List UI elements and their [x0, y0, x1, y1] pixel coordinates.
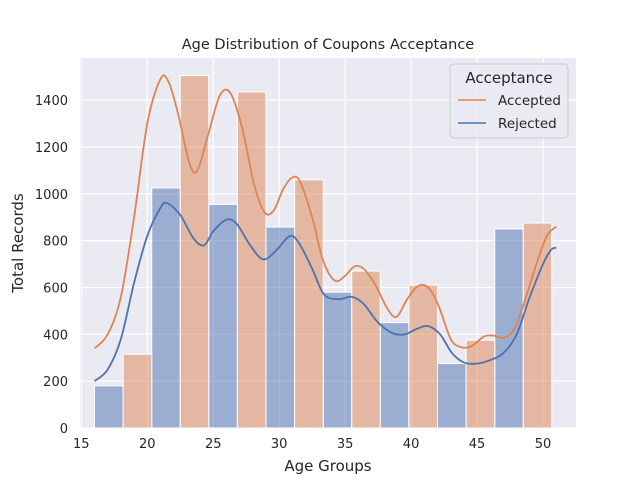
x-tick-label: 40 — [403, 437, 420, 452]
kde-line-accepted — [93, 74, 557, 350]
bar-accepted — [351, 270, 381, 429]
bar-accepted — [408, 284, 438, 429]
x-tick-label: 50 — [535, 437, 552, 452]
legend-accepted-label: Accepted — [498, 93, 561, 109]
x-tick-label: 15 — [73, 437, 90, 452]
legend: Acceptance Accepted Rejected — [449, 63, 569, 139]
chart-title: Age Distribution of Coupons Acceptance — [182, 37, 475, 53]
y-tick-label: 1200 — [35, 141, 68, 156]
x-tick-label: 20 — [139, 437, 156, 452]
bar-rejected — [94, 385, 124, 429]
bar-accepted — [465, 339, 496, 429]
x-tick-label: 30 — [271, 437, 288, 452]
x-axis-label: Age Groups — [284, 457, 371, 475]
bar-rejected — [379, 322, 410, 429]
y-tick-label: 400 — [43, 328, 68, 343]
y-tick-label: 800 — [43, 235, 68, 250]
bar-accepted — [122, 353, 153, 429]
kde-line-rejected — [93, 201, 557, 382]
legend-rejected-label: Rejected — [498, 116, 557, 132]
x-tick-labels: 15 20 25 30 35 40 45 50 — [73, 437, 551, 452]
y-tick-label: 1000 — [35, 188, 68, 203]
x-tick-label: 45 — [469, 437, 486, 452]
bar-rejected — [436, 363, 467, 429]
y-tick-labels: 0 200 400 600 800 1000 1200 1400 — [35, 94, 68, 437]
legend-title: Acceptance — [465, 69, 552, 87]
histogram-bars — [94, 75, 553, 429]
bar-rejected — [208, 203, 238, 429]
legend-box — [449, 63, 569, 139]
y-tick-label: 1400 — [35, 94, 68, 109]
bar-accepted — [294, 179, 324, 429]
bar-accepted — [236, 91, 267, 429]
x-tick-label: 35 — [337, 437, 354, 452]
x-tick-label: 25 — [205, 437, 222, 452]
kde-curves — [93, 74, 557, 382]
y-tick-label: 200 — [43, 375, 68, 390]
y-tick-label: 600 — [43, 281, 68, 296]
bar-accepted — [179, 75, 210, 429]
bar-rejected — [265, 226, 296, 429]
bar-rejected — [151, 187, 181, 429]
y-axis-label: Total Records — [9, 193, 27, 294]
bar-rejected — [322, 291, 353, 429]
y-tick-label: 0 — [60, 422, 68, 437]
